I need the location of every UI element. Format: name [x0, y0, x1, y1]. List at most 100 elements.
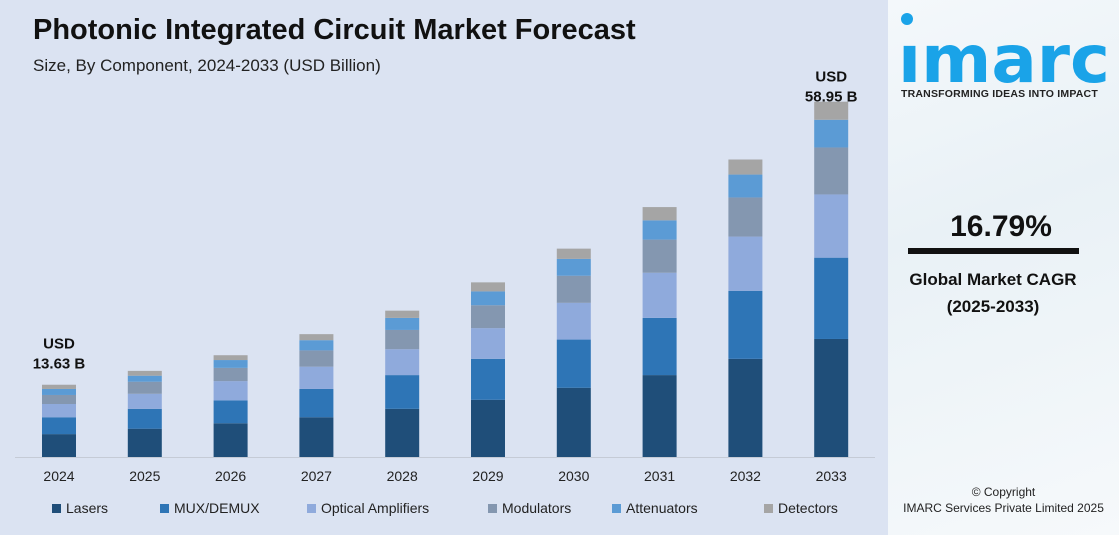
chart-title: Photonic Integrated Circuit Market Forec…: [33, 14, 636, 46]
bar-segment-optical-amplifiers-2028: [385, 349, 420, 376]
bar-segment-mux-demux-2027: [299, 388, 334, 418]
bar-segment-lasers-2028: [385, 408, 420, 457]
copyright: © Copyright IMARC Services Private Limit…: [888, 484, 1119, 516]
bar-segment-lasers-2025: [127, 428, 162, 457]
total-annotation: USD: [815, 69, 847, 86]
cagr-period: (2025-2033): [946, 297, 1040, 316]
bar-segment-attenuators-2030: [556, 258, 591, 276]
bar-segment-lasers-2024: [42, 434, 76, 457]
bar-segment-optical-amplifiers-2025: [127, 393, 162, 409]
stacked-bar-chart: 2024 2025 2026 2027 2028 2029 2030 2031 2032 2033…: [15, 69, 875, 484]
bar-segment-mux-demux-2030: [556, 339, 591, 388]
bar-segment-lasers-2026: [213, 423, 248, 457]
x-tick-label: 2026: [215, 468, 246, 484]
legend-swatch: [160, 503, 169, 513]
x-tick-label: 2030: [558, 468, 589, 484]
total-annotation: 13.63 B: [33, 356, 86, 373]
chart-panel: Photonic Integrated Circuit Market Forec…: [0, 14, 888, 520]
cagr-divider: [908, 248, 1079, 254]
bar-segment-lasers-2030: [556, 387, 591, 457]
bar-segment-detectors-2027: [299, 334, 334, 341]
bar-segment-attenuators-2025: [127, 375, 162, 382]
bar-segment-lasers-2027: [299, 417, 334, 457]
legend-item: Optical Amplifiers: [307, 500, 429, 516]
bar-segment-modulators-2025: [127, 381, 162, 394]
bar-segment-mux-demux-2028: [385, 375, 420, 409]
x-tick-label: 2033: [816, 468, 847, 484]
bar-segment-modulators-2029: [471, 305, 505, 329]
bar-segment-attenuators-2033: [814, 119, 849, 148]
bar-segment-modulators-2028: [385, 329, 420, 350]
bar-segment-attenuators-2032: [728, 174, 763, 198]
bar-segment-mux-demux-2024: [42, 417, 76, 435]
legend-item: Detectors: [764, 500, 838, 516]
imarc-logo: ımarc: [898, 13, 1110, 90]
x-tick-label: 2027: [301, 468, 332, 484]
bar-segment-optical-amplifiers-2026: [213, 381, 248, 401]
svg-text:ımarc: ımarc: [898, 21, 1110, 90]
bar-segment-modulators-2030: [556, 275, 591, 303]
x-tick-label: 2024: [43, 468, 74, 484]
legend-label: MUX/DEMUX: [174, 500, 260, 516]
side-panel: ımarc TRANSFORMING IDEAS INTO IMPACT 16.…: [888, 0, 1119, 535]
bar-segment-detectors-2032: [728, 159, 763, 175]
bar-segment-lasers-2029: [471, 399, 505, 457]
bar-segment-optical-amplifiers-2027: [299, 366, 334, 389]
bar-segment-mux-demux-2031: [642, 317, 677, 376]
legend-swatch: [488, 503, 497, 513]
bar-segment-attenuators-2031: [642, 220, 677, 240]
bar-segment-lasers-2032: [728, 358, 763, 457]
x-tick-label: 2028: [387, 468, 418, 484]
legend-item: Lasers: [52, 500, 108, 516]
x-tick-label: 2031: [644, 468, 675, 484]
bar-segment-detectors-2026: [213, 355, 248, 361]
bar-segment-attenuators-2029: [471, 291, 505, 306]
bar-segment-detectors-2029: [471, 282, 505, 292]
bar-segment-optical-amplifiers-2032: [728, 236, 763, 291]
legend-swatch: [52, 503, 61, 513]
bar-segment-optical-amplifiers-2033: [814, 194, 849, 258]
bar-segment-detectors-2030: [556, 248, 591, 259]
bar-segment-mux-demux-2033: [814, 257, 849, 339]
bar-segment-lasers-2033: [814, 338, 849, 457]
bar-segment-detectors-2028: [385, 310, 420, 318]
legend-swatch: [764, 503, 773, 513]
cagr-label: Global Market CAGR (2025-2033): [888, 266, 1098, 320]
cagr-label-text: Global Market CAGR: [909, 270, 1077, 289]
bar-segment-modulators-2024: [42, 394, 76, 405]
bar-segment-attenuators-2027: [299, 340, 334, 351]
bar-segment-mux-demux-2029: [471, 358, 505, 400]
bar-segment-modulators-2027: [299, 350, 334, 367]
x-tick-label: 2032: [730, 468, 761, 484]
chart-subtitle: Size, By Component, 2024-2033 (USD Billi…: [33, 56, 381, 75]
legend: Lasers MUX/DEMUX Optical Amplifiers Modulat…: [0, 500, 888, 520]
legend-item: Attenuators: [612, 500, 698, 516]
legend-swatch: [612, 503, 621, 513]
legend-label: Modulators: [502, 500, 572, 516]
legend-item: MUX/DEMUX: [160, 500, 260, 516]
bar-segment-mux-demux-2025: [127, 408, 162, 429]
x-tick-label: 2029: [472, 468, 503, 484]
legend-label: Detectors: [778, 500, 838, 516]
copyright-label: © Copyright: [971, 485, 1036, 499]
bar-segment-lasers-2031: [642, 375, 677, 457]
bar-segment-modulators-2033: [814, 147, 849, 195]
bar-segment-optical-amplifiers-2024: [42, 404, 76, 418]
bar-segment-detectors-2033: [814, 101, 849, 120]
logo-tagline: TRANSFORMING IDEAS INTO IMPACT: [901, 88, 1098, 100]
total-annotation: 58.95 B: [805, 89, 858, 106]
total-annotation: USD: [43, 336, 75, 353]
bar-segment-detectors-2025: [127, 370, 162, 376]
legend-item: Modulators: [488, 500, 571, 516]
legend-label: Lasers: [66, 500, 109, 516]
bar-segment-optical-amplifiers-2031: [642, 272, 677, 318]
bar-segment-attenuators-2026: [213, 360, 248, 368]
legend-label: Attenuators: [626, 500, 698, 516]
legend-label: Optical Amplifiers: [321, 500, 430, 516]
bar-segment-modulators-2026: [213, 367, 248, 382]
bar-segment-optical-amplifiers-2030: [556, 302, 591, 340]
bar-segment-mux-demux-2026: [213, 400, 248, 424]
cagr-value: 16.79%: [950, 210, 1052, 243]
bar-segment-attenuators-2024: [42, 388, 76, 395]
company-name: IMARC Services Private Limited 2025: [903, 501, 1104, 515]
